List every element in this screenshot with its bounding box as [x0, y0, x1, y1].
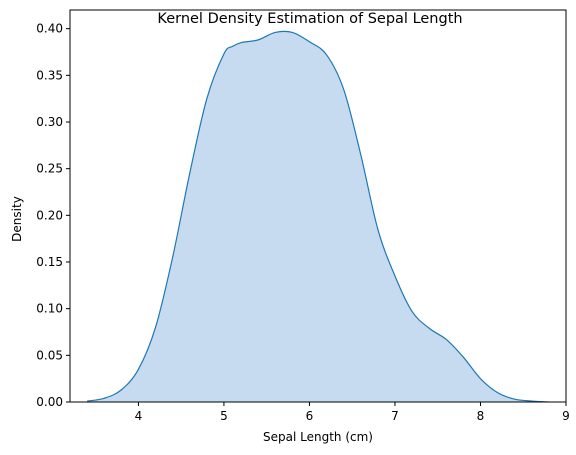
- x-tick-label: 4: [135, 409, 143, 423]
- plot-area: [87, 30, 549, 403]
- x-tick-label: 5: [220, 409, 228, 423]
- y-tick-label: 0.25: [36, 162, 63, 176]
- y-tick-label: 0.15: [36, 255, 63, 269]
- y-axis-label: Density: [10, 196, 24, 242]
- y-tick-label: 0.05: [36, 348, 63, 362]
- y-tick-label: 0.10: [36, 302, 63, 316]
- x-tick-label: 6: [306, 409, 314, 423]
- x-axis-label: Sepal Length (cm): [263, 430, 373, 444]
- density-curve-line: [87, 30, 549, 403]
- x-tick-label: 7: [391, 409, 399, 423]
- x-tick-label: 9: [562, 409, 570, 423]
- y-tick-label: 0.30: [36, 115, 63, 129]
- chart-title: Kernel Density Estimation of Sepal Lengt…: [157, 11, 462, 27]
- y-tick-label: 0.35: [36, 68, 63, 82]
- plot-frame: [69, 9, 567, 403]
- y-axis-ticks: 0.00 0.05 0.10 0.15 0.20 0.25 0.30 0.35 0.40: [36, 22, 70, 409]
- x-axis-ticks: 4 5 6 7 8 9: [135, 402, 570, 423]
- y-tick-label: 0.20: [36, 208, 63, 222]
- y-tick-label: 0.40: [36, 22, 63, 36]
- density-area-fill: [87, 31, 549, 403]
- y-tick-label: 0.00: [36, 395, 63, 409]
- x-tick-label: 8: [477, 409, 485, 423]
